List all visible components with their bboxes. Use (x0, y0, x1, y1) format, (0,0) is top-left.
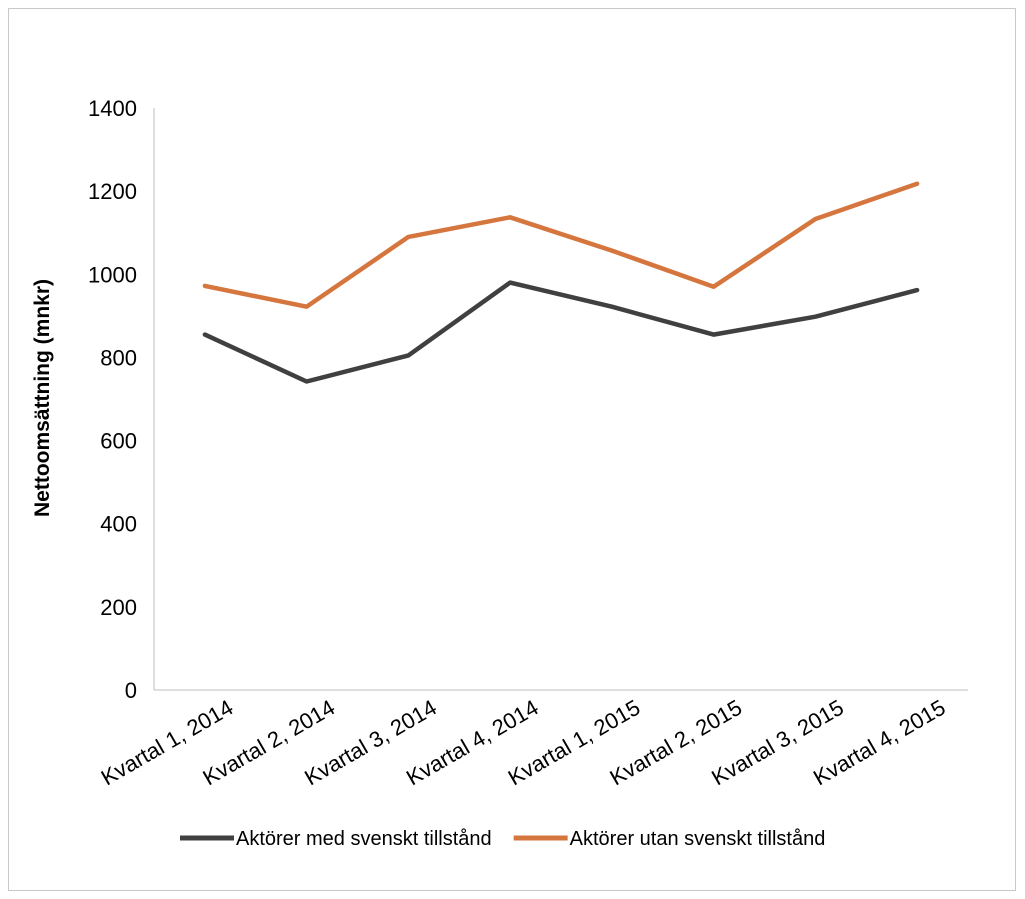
series-line-2 (202, 181, 920, 309)
y-tick-label: 600 (100, 429, 137, 454)
y-tick-label: 400 (100, 512, 137, 537)
legend-label-2: Aktörer utan svenskt tillstånd (570, 828, 826, 850)
y-tick-label: 1400 (88, 96, 137, 121)
y-tick-label: 0 (125, 678, 137, 703)
y-tick-label: 1200 (88, 179, 137, 204)
y-tick-labels: 0 200 400 600 800 1000 1200 1400 (88, 96, 137, 703)
series-line-1 (202, 280, 920, 384)
legend-label-1: Aktörer med svenskt tillstånd (236, 828, 492, 850)
axes (153, 108, 968, 691)
y-tick-label: 200 (100, 595, 137, 620)
y-tick-label: 1000 (88, 262, 137, 287)
series-lines (202, 181, 920, 384)
y-axis-title: Nettoomsättning (mnkr) (31, 279, 54, 517)
y-tick-label: 800 (100, 345, 137, 370)
legend: Aktörer med svenskt tillstånd Aktörer uta… (180, 828, 825, 850)
chart-frame (8, 8, 1016, 891)
